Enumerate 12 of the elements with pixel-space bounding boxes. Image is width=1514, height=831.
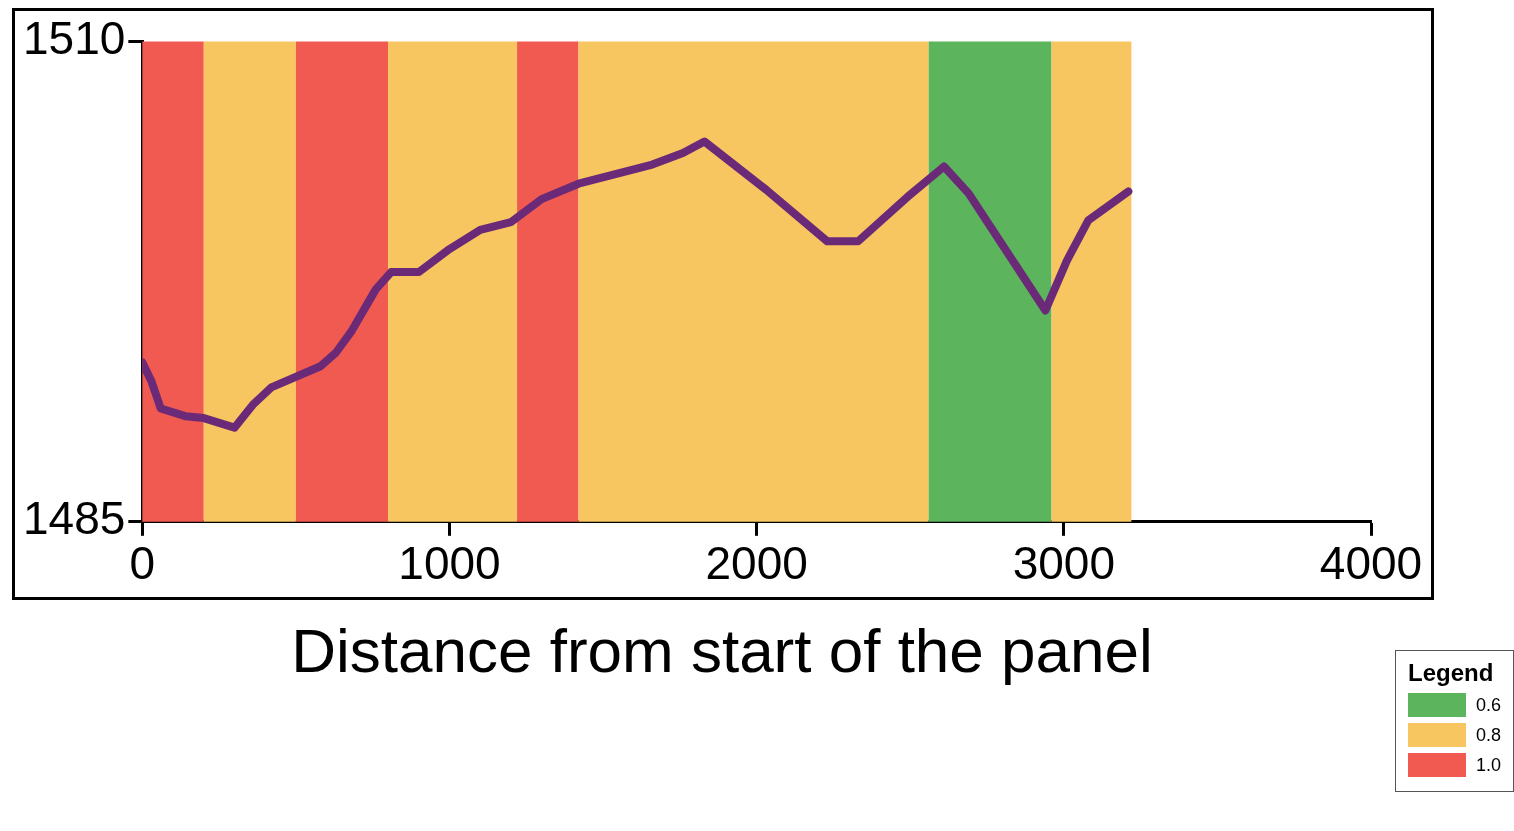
x-tick-label: 2000 bbox=[705, 537, 808, 590]
x-tick-label: 4000 bbox=[1319, 537, 1423, 590]
x-tick-label: 0 bbox=[129, 537, 156, 590]
x-tick-label: 1000 bbox=[398, 537, 501, 590]
legend-label: 0.6 bbox=[1475, 694, 1501, 716]
x-axis-title: Distance from start of the panel bbox=[291, 616, 1153, 685]
y-tick-label: 1485 bbox=[22, 492, 126, 545]
x-tick-label: 3000 bbox=[1012, 537, 1115, 590]
legend-label: 1.0 bbox=[1475, 754, 1501, 776]
legend-title: Legend bbox=[1407, 659, 1495, 687]
legend-label: 0.8 bbox=[1475, 724, 1501, 746]
y-tick-label: 1510 bbox=[22, 12, 126, 65]
